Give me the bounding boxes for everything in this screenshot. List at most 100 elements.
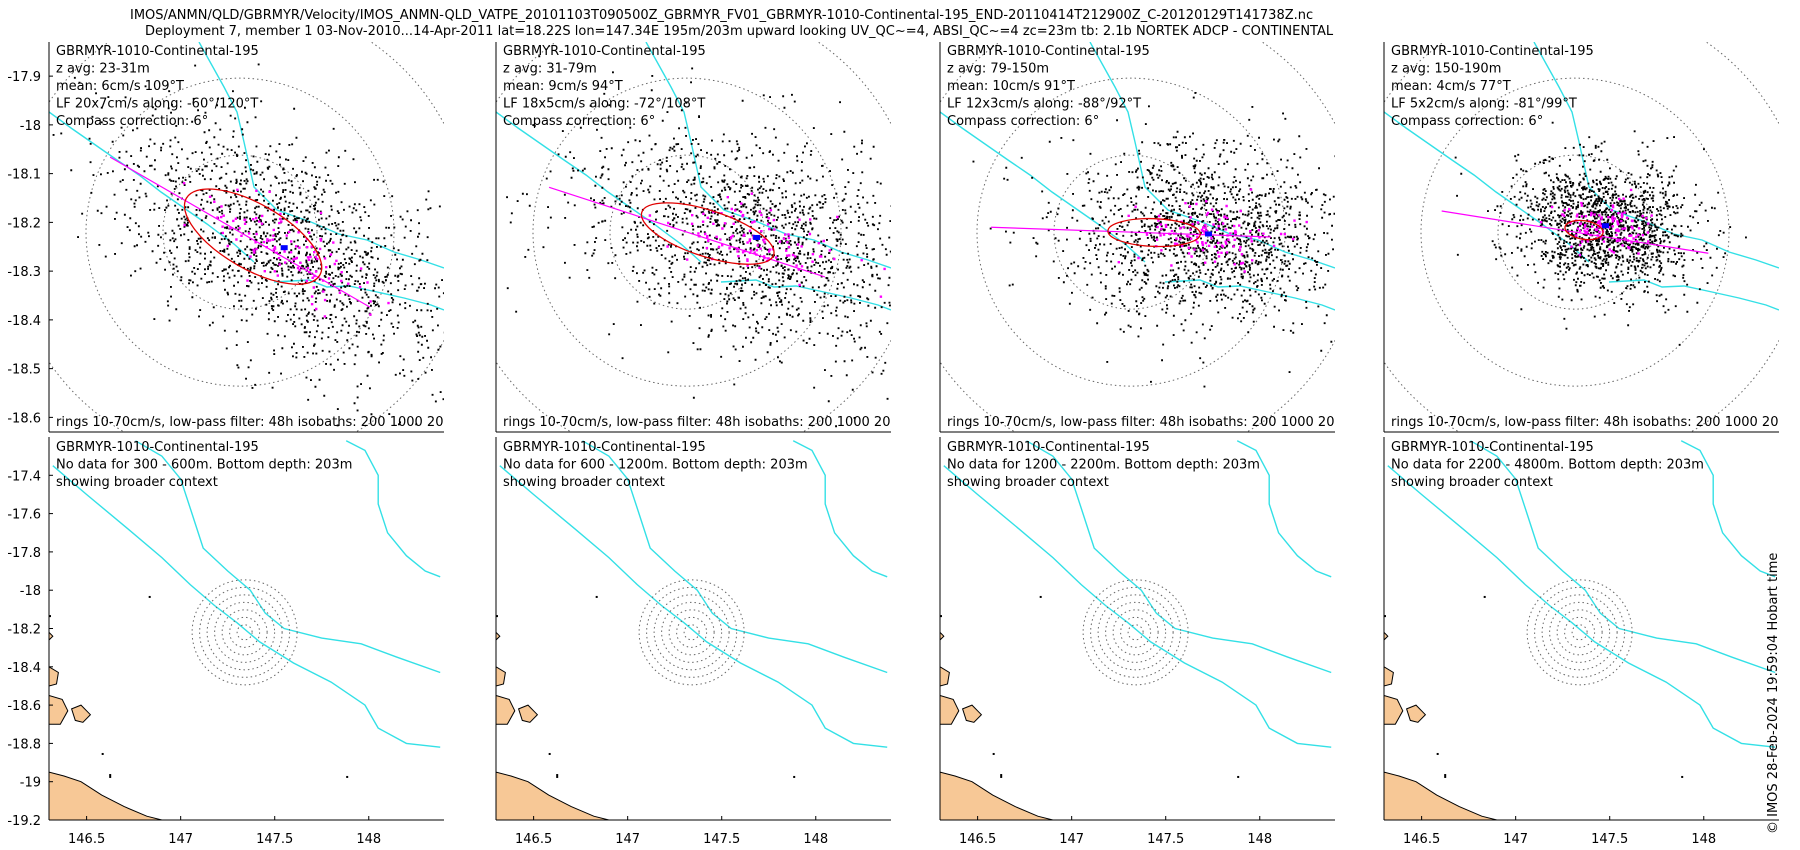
speed-ring xyxy=(638,579,745,686)
speed-ring xyxy=(1082,579,1189,686)
island xyxy=(940,694,960,725)
speed-ring xyxy=(676,616,708,648)
scatter-panel-1: -17.9 -18 -18.1 -18.2 -18.3 -18.4 -18.5 -18.6 GB… xyxy=(7,42,497,433)
panel-info-line: LF 20x7cm/s along: -60°/120°T xyxy=(56,97,258,112)
reef-dot xyxy=(595,595,598,598)
reef-dot xyxy=(109,775,112,778)
x-tick-label: 146.5 xyxy=(959,832,996,847)
isobath-line xyxy=(1680,440,1776,578)
y-tick-label: -18.2 xyxy=(7,216,41,231)
x-tick-label: 147 xyxy=(1503,832,1528,847)
principal-axis-line xyxy=(548,186,826,278)
isobath-line xyxy=(1608,279,1779,311)
reef-dot xyxy=(109,774,112,777)
x-tick-label: 147.5 xyxy=(1591,832,1628,847)
variance-ellipse xyxy=(640,202,775,265)
reef-dot xyxy=(1681,775,1684,778)
x-tick-label: 147.5 xyxy=(703,832,740,847)
panel-info-line: z avg: 150-190m xyxy=(1391,62,1501,77)
context-map-1: 146.5 147 147.5 148 -17.4 -17.6 -17.8 -18 -18.2 -… xyxy=(7,437,444,847)
lowpass-points xyxy=(1539,188,1653,257)
isobath-line xyxy=(582,440,888,674)
panel-footer: rings 10-70cm/s, low-pass filter: 48h is… xyxy=(56,415,497,430)
footer-clip: rings 10-70cm/s, low-pass filter: 48h is… xyxy=(56,415,497,430)
speed-ring xyxy=(1541,594,1618,671)
isobath-line xyxy=(273,279,444,311)
y-tick-label: -18.6 xyxy=(7,699,41,714)
reef-dot xyxy=(1444,775,1447,778)
panel-info-line: mean: 10cm/s 91°T xyxy=(947,79,1075,94)
speed-ring xyxy=(1097,594,1174,671)
principal-axis-line xyxy=(1441,210,1709,254)
y-tick-label: -18 xyxy=(20,119,41,134)
isobath-line xyxy=(1470,440,1776,674)
x-tick-label: 146.5 xyxy=(1403,832,1440,847)
timestamp-label: © IMOS 28-Feb-2024 19:59:04 Hobart time xyxy=(1766,552,1781,834)
y-tick-label: -18.5 xyxy=(7,363,41,378)
reef-dot xyxy=(556,774,559,777)
speed-ring xyxy=(653,594,730,671)
isobath-line xyxy=(1533,42,1779,269)
panel-info-line: GBRMYR-1010-Continental-195 xyxy=(1391,440,1594,455)
reef-dot xyxy=(992,752,995,755)
context-map-3: 146.5 147 147.5 148 GBRMYR-1010-Continental-… xyxy=(939,437,1335,847)
isobath-line xyxy=(645,42,891,269)
island xyxy=(49,694,69,725)
panel-footer: rings 10-70cm/s, low-pass filter: 48h is… xyxy=(947,415,1388,430)
principal-axis-line xyxy=(109,156,371,308)
y-tick-label: -18.4 xyxy=(7,314,41,329)
panel-info-line: showing broader context xyxy=(947,475,1109,490)
isobath-line xyxy=(198,42,444,269)
speed-ring xyxy=(206,594,283,671)
island xyxy=(517,704,539,723)
reef-dot xyxy=(49,615,51,618)
reef-dot xyxy=(793,775,796,778)
speed-ring xyxy=(683,624,700,641)
panel-info-line: LF 18x5cm/s along: -72°/108°T xyxy=(503,97,705,112)
reef-dot xyxy=(346,775,349,778)
reef-dot xyxy=(1000,775,1003,778)
panel-info-line: No data for 300 - 600m. Bottom depth: 20… xyxy=(56,458,352,473)
reef-dot xyxy=(556,775,559,778)
speed-ring xyxy=(646,586,738,678)
speed-ring xyxy=(236,624,253,641)
island xyxy=(70,704,92,723)
panel-info-line: Compass correction: 6° xyxy=(947,114,1099,129)
speed-ring xyxy=(1112,609,1159,656)
x-tick-label: 148 xyxy=(356,832,381,847)
scatter-panel-2: GBRMYR-1010-Continental-195 z avg: 31-79m… xyxy=(495,42,891,433)
speed-ring xyxy=(609,154,765,310)
speed-ring xyxy=(1127,624,1144,641)
variance-ellipse xyxy=(1564,219,1604,241)
plot-area xyxy=(49,42,444,432)
speed-ring xyxy=(1549,601,1611,663)
y-tick-label: -17.8 xyxy=(7,546,41,561)
isobath-line xyxy=(1026,440,1332,674)
isobath-line xyxy=(943,465,1332,748)
speed-ring xyxy=(1526,579,1633,686)
reef-dot xyxy=(101,752,104,755)
speed-ring xyxy=(191,579,298,686)
island xyxy=(1384,666,1394,687)
panel-info-line: Compass correction: 6° xyxy=(56,114,208,129)
plot-area xyxy=(1384,42,1779,432)
lowpass-points xyxy=(648,192,886,298)
panel-info-line: Compass correction: 6° xyxy=(503,114,655,129)
isobath-line xyxy=(940,111,1146,263)
isobath-line xyxy=(1236,440,1332,578)
speed-ring xyxy=(229,616,261,648)
speed-ring xyxy=(1105,601,1167,663)
panel-info-line: GBRMYR-1010-Continental-195 xyxy=(503,44,706,59)
map-area xyxy=(1384,440,1776,820)
reef-dot xyxy=(1384,615,1386,618)
map-area xyxy=(496,440,888,820)
panel-footer: rings 10-70cm/s, low-pass filter: 48h is… xyxy=(1391,415,1800,430)
isobath-line xyxy=(1089,42,1335,269)
x-tick-label: 147 xyxy=(615,832,640,847)
y-tick-label: -18.8 xyxy=(7,737,41,752)
isobath-line xyxy=(792,440,888,578)
x-tick-label: 147 xyxy=(1059,832,1084,847)
speed-ring xyxy=(221,609,268,656)
reef-dot xyxy=(1237,775,1240,778)
